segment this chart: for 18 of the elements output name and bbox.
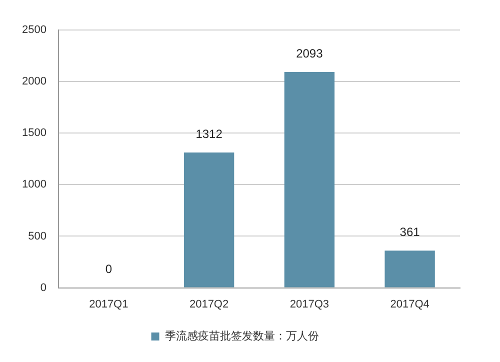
y-tick-label: 2500: [22, 24, 46, 36]
bar: [284, 72, 335, 288]
x-tick-label: 2017Q2: [189, 298, 229, 310]
data-label: 1312: [196, 126, 223, 141]
x-tick-label: 2017Q3: [290, 298, 330, 310]
legend-label: 季流感疫苗批签发数量：万人份: [164, 330, 319, 343]
bar: [384, 250, 435, 288]
x-tick-label: 2017Q4: [390, 298, 430, 310]
y-tick-label: 0: [40, 282, 46, 294]
y-tick-label: 500: [28, 230, 46, 242]
data-label: 0: [105, 262, 112, 276]
data-label: 2093: [296, 46, 324, 60]
y-tick-label: 1500: [22, 127, 46, 140]
y-tick-label: 2000: [22, 76, 46, 88]
bar: [184, 152, 234, 288]
y-tick-label: 1000: [22, 178, 46, 191]
x-tick-label: 2017Q1: [89, 298, 128, 310]
data-label: 361: [400, 224, 420, 239]
